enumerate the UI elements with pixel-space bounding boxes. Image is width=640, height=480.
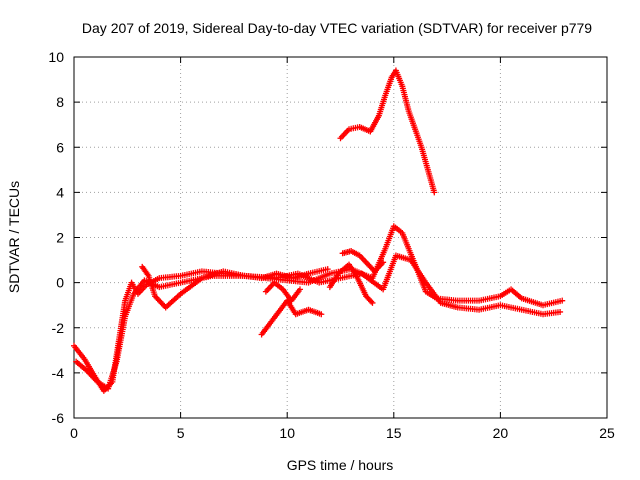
series-track-c bbox=[139, 263, 331, 311]
y-tick-label: 6 bbox=[56, 139, 64, 155]
axis-ticks: 0 5 10 15 20 25 -6 -4 -2 0 2 4 6 8 10 bbox=[48, 49, 615, 441]
data-point bbox=[431, 189, 438, 196]
data-point bbox=[559, 297, 566, 304]
y-tick-label: 0 bbox=[56, 275, 64, 291]
y-tick-label: -2 bbox=[52, 320, 65, 336]
y-tick-label: 10 bbox=[48, 49, 64, 65]
series-track-h bbox=[326, 261, 376, 306]
data-point bbox=[369, 299, 376, 306]
data-point bbox=[557, 308, 564, 315]
y-tick-label: -6 bbox=[52, 410, 65, 426]
x-tick-label: 25 bbox=[599, 425, 615, 441]
data-point bbox=[296, 286, 303, 293]
data-point bbox=[380, 259, 387, 266]
series-track-f bbox=[337, 67, 438, 196]
x-axis-label: GPS time / hours bbox=[287, 457, 394, 473]
y-tick-label: 2 bbox=[56, 230, 64, 246]
series-track-g bbox=[339, 248, 387, 275]
series-track-e bbox=[262, 279, 303, 304]
data-point bbox=[324, 266, 331, 273]
y-tick-label: 8 bbox=[56, 94, 64, 110]
y-axis-label: SDTVAR / TECUs bbox=[6, 181, 22, 293]
x-tick-label: 0 bbox=[70, 425, 78, 441]
series-track-b bbox=[73, 252, 564, 392]
x-tick-label: 15 bbox=[386, 425, 402, 441]
series-track-d bbox=[258, 297, 325, 338]
y-tick-label: 4 bbox=[56, 184, 64, 200]
data-points bbox=[71, 67, 566, 394]
grid-lines bbox=[74, 57, 607, 418]
x-tick-label: 5 bbox=[177, 425, 185, 441]
chart-title: Day 207 of 2019, Sidereal Day-to-day VTE… bbox=[82, 20, 592, 36]
x-tick-label: 20 bbox=[493, 425, 509, 441]
x-tick-label: 10 bbox=[279, 425, 295, 441]
y-tick-label: -4 bbox=[52, 365, 65, 381]
data-point bbox=[318, 311, 325, 318]
